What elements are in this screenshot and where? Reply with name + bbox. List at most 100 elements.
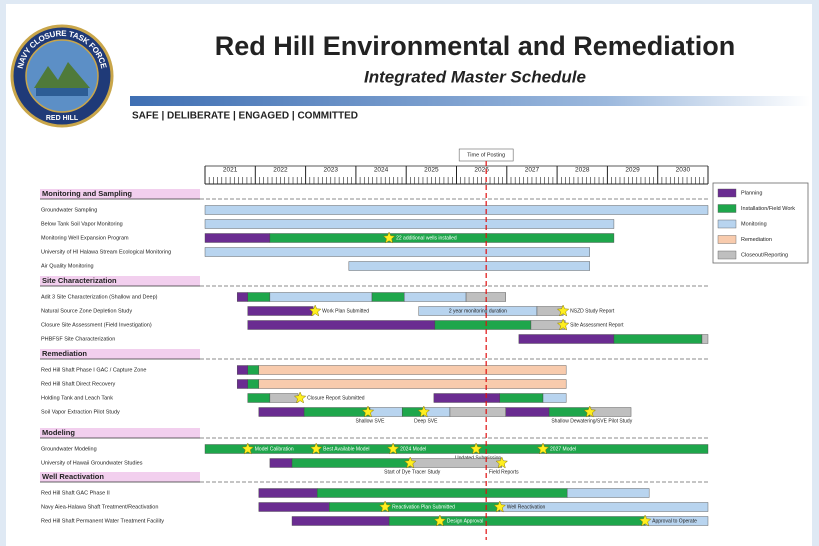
bar: [247, 365, 260, 375]
milestone-star: [309, 442, 323, 455]
bar: [204, 247, 590, 257]
row-label: University of Hawaii Groundwater Studies: [41, 460, 143, 466]
section-header-bg: [40, 349, 200, 359]
bar: [433, 393, 500, 403]
bar: [548, 407, 590, 417]
bar: [258, 365, 567, 375]
milestone-star: [293, 391, 307, 404]
bar: [247, 379, 260, 389]
bar: [204, 444, 709, 454]
page-background: [6, 4, 812, 546]
milestone-star: [433, 514, 447, 527]
bar: [589, 407, 632, 417]
section-title: Site Characterization: [42, 276, 117, 285]
milestone-star: [308, 304, 322, 317]
bar: [247, 393, 271, 403]
section-title: Well Reactivation: [42, 472, 104, 481]
year-label: 2027: [525, 167, 540, 174]
milestone-star: [495, 456, 509, 469]
legend-swatch: [717, 188, 737, 198]
bar: [236, 379, 248, 389]
year-label: 2024: [374, 167, 389, 174]
row-label: Holding Tank and Leach Tank: [41, 395, 113, 401]
bar: [505, 407, 550, 417]
milestone-label: Best Available Model: [323, 446, 369, 452]
bar: [348, 261, 590, 271]
legend-label: Installation/Field Work: [741, 206, 795, 212]
bar: [236, 292, 248, 302]
tagline: SAFE | DELIBERATE | ENGAGED | COMMITTED: [132, 111, 358, 122]
legend-label: Planning: [741, 190, 762, 196]
bar: [434, 320, 532, 330]
milestone-star: [241, 442, 255, 455]
section-header-bg: [40, 472, 200, 482]
logo: NAVY CLOSURE TASK FORCE RED HILL: [10, 24, 114, 128]
bar-label: 2 year monitoring duration: [449, 308, 507, 314]
milestone-star: [469, 442, 483, 455]
milestone-label: Model Calibration: [255, 446, 294, 452]
bar: [566, 488, 650, 498]
posting-label: Time of Posting: [467, 152, 505, 158]
bar: [536, 306, 564, 316]
bar: [701, 334, 709, 344]
milestone-label: 22 additional wells installed: [396, 235, 457, 241]
bar: [291, 516, 390, 526]
milestone-label: Deep SVE: [414, 418, 438, 424]
milestone-star: [378, 500, 392, 513]
bar: [423, 407, 451, 417]
bar: [247, 306, 314, 316]
milestone-label: NSZD Study Report: [570, 308, 615, 314]
bar: [258, 502, 330, 512]
year-label: 2028: [575, 167, 590, 174]
year-label: 2021: [223, 167, 238, 174]
bar: [236, 365, 248, 375]
milestone-label: Closure Report Submitted: [307, 395, 365, 401]
year-label: 2029: [625, 167, 640, 174]
row-label: Groundwater Sampling: [41, 207, 97, 213]
milestone-label: Shallow Dewatering/SVE Pilot Study: [551, 418, 632, 424]
bar: [403, 292, 467, 302]
bar: [204, 233, 271, 243]
row-label: University of HI Halawa Stream Ecologica…: [41, 249, 171, 255]
legend-swatch: [717, 235, 737, 244]
bar: [258, 488, 318, 498]
bar: [291, 458, 411, 468]
section-title: Monitoring and Sampling: [42, 189, 132, 198]
legend-label: Closeout/Reporting: [741, 252, 788, 258]
logo-bottom-text: RED HILL: [46, 115, 79, 122]
bar: [269, 292, 373, 302]
bar: [247, 320, 436, 330]
row-label: Red Hill Shaft Permanent Water Treatment…: [41, 518, 164, 524]
year-label: 2022: [273, 167, 288, 174]
row-label: Soil Vapor Extraction Pilot Study: [41, 409, 120, 415]
bar: [303, 407, 371, 417]
row-label: Closure Site Assessment (Field Investiga…: [41, 322, 152, 328]
milestone-star: [638, 514, 652, 527]
milestone-star: [556, 304, 570, 317]
legend-swatch: [717, 250, 737, 260]
bar: [613, 334, 703, 344]
milestone-star: [417, 405, 431, 418]
bar: [388, 516, 646, 526]
row-label: Air Quality Monitoring: [41, 263, 94, 269]
bar: [371, 292, 405, 302]
bar: [518, 334, 615, 344]
bar: [247, 292, 271, 302]
section-header-bg: [40, 428, 200, 438]
legend-label: Remediation: [741, 237, 772, 243]
year-label: 2030: [676, 167, 691, 174]
row-label: Red Hill Shaft GAC Phase II: [41, 490, 110, 496]
row-label: Navy Aiea-Halawa Shaft Treatment/Reactiv…: [41, 504, 158, 510]
milestone-label: 2024 Model: [400, 446, 426, 452]
year-label: 2025: [424, 167, 439, 174]
milestone-star: [386, 442, 400, 455]
milestone-label: Approval to Operate: [652, 518, 697, 524]
milestone-label: Site Assessment Report: [570, 322, 624, 328]
section-header-bg: [40, 189, 200, 199]
bar: [204, 205, 709, 215]
section-title: Remediation: [42, 349, 87, 358]
milestone-label: Shallow SVE: [356, 418, 386, 424]
row-label: Red Hill Shaft Direct Recovery: [41, 381, 116, 387]
